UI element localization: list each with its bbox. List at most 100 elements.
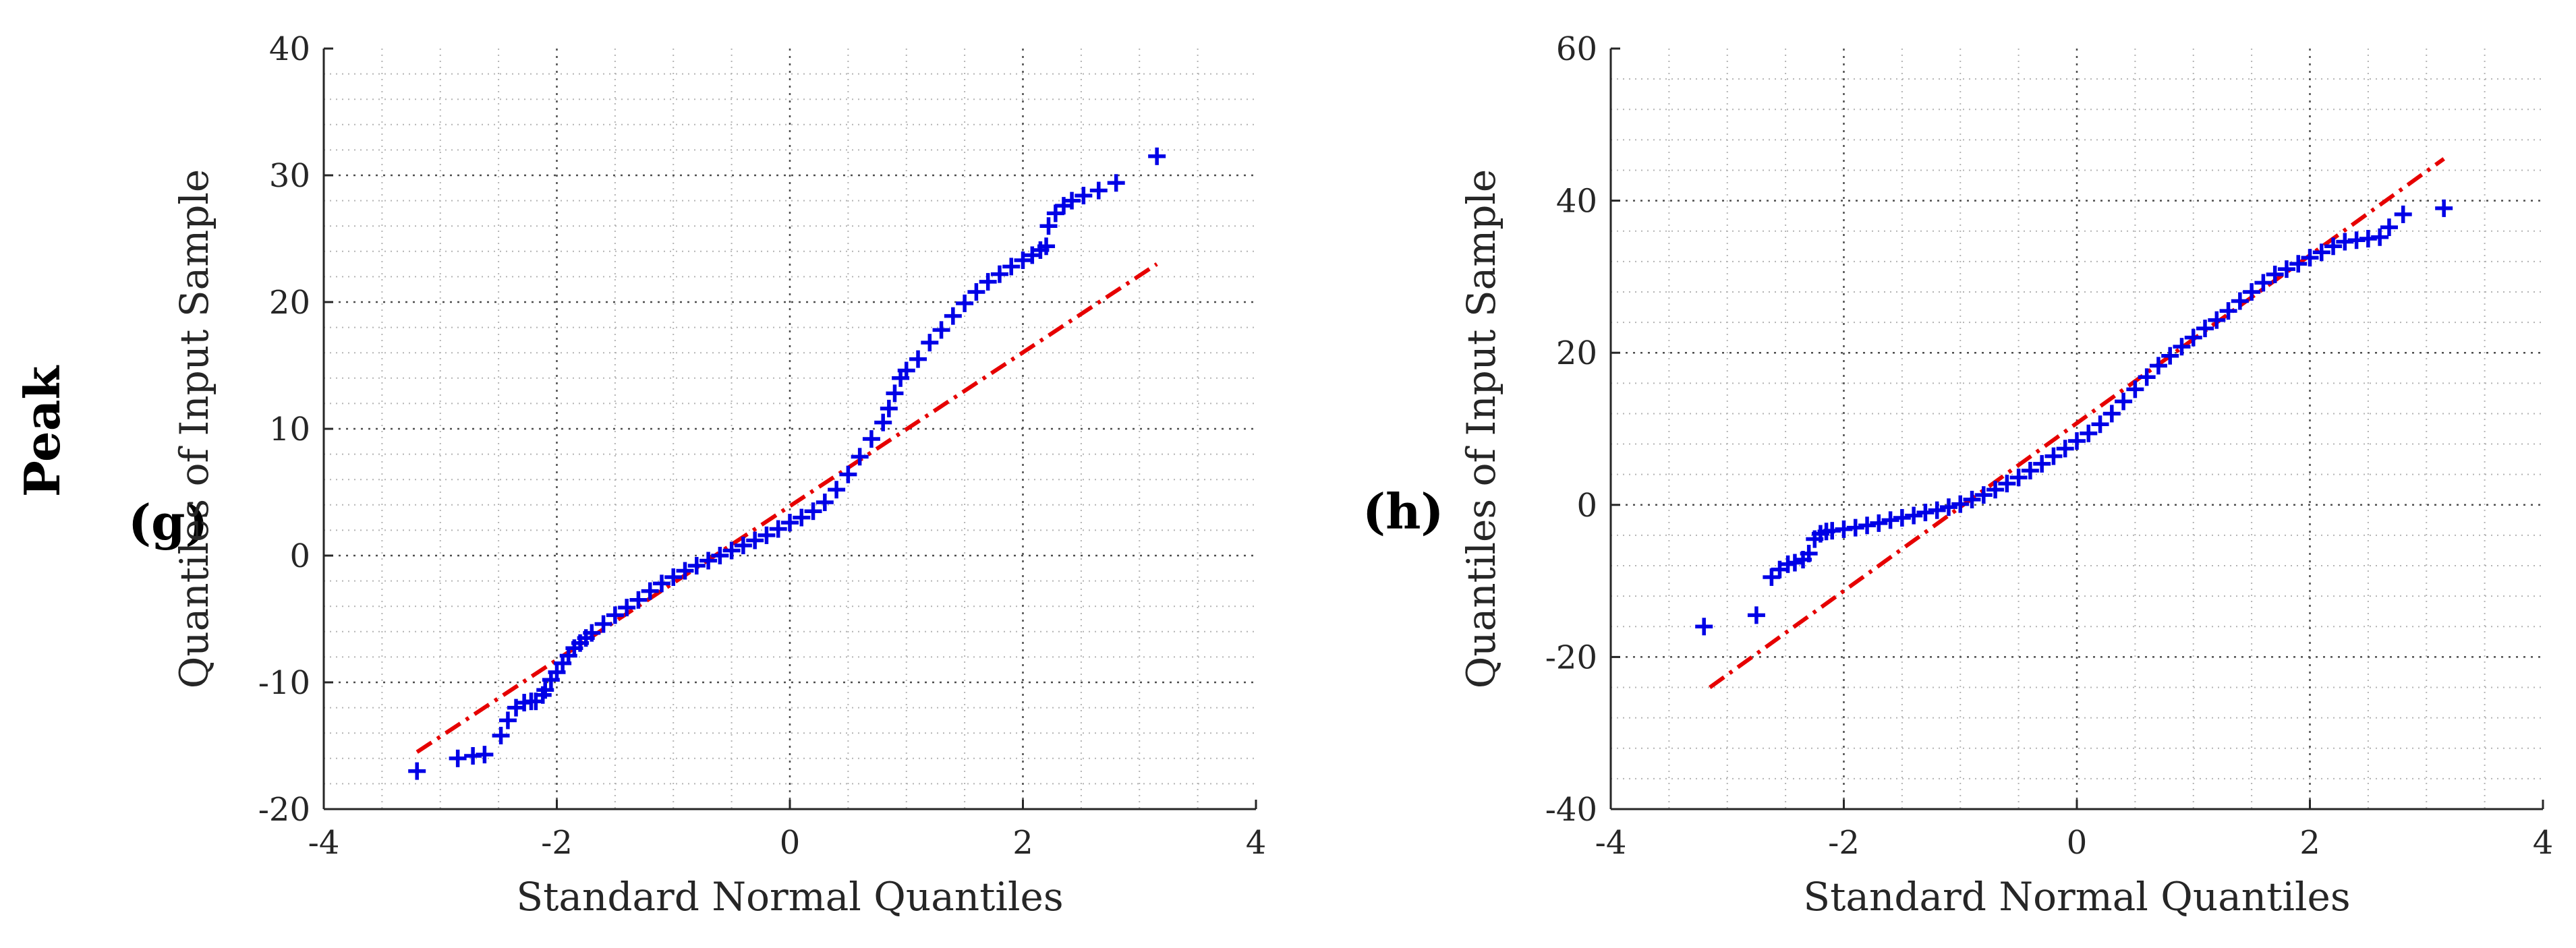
data-point	[921, 334, 939, 352]
data-point	[886, 384, 904, 403]
data-point	[804, 502, 822, 521]
data-point	[2371, 228, 2389, 246]
data-point	[2184, 328, 2202, 347]
y-tick-label: 0	[1576, 487, 1597, 525]
major-grid	[1611, 49, 2543, 809]
y-tick-label: 0	[289, 537, 310, 575]
series-sample-quantiles	[1695, 199, 2453, 636]
data-point	[2435, 199, 2453, 217]
data-point	[449, 749, 467, 767]
data-point	[793, 508, 811, 527]
data-point	[536, 681, 554, 699]
data-point	[618, 599, 636, 617]
x-tick-label: 2	[1012, 824, 1033, 862]
data-point	[492, 726, 510, 744]
data-point	[2380, 218, 2398, 237]
data-point	[2394, 205, 2412, 223]
y-tick-label: 40	[1556, 183, 1597, 220]
data-point	[583, 624, 601, 642]
data-point	[664, 568, 683, 586]
data-point	[2266, 266, 2284, 284]
x-tick-label: 2	[2299, 824, 2320, 862]
data-point	[2289, 255, 2308, 273]
data-point	[606, 606, 624, 624]
data-point	[1800, 544, 1818, 562]
data-point	[2091, 415, 2109, 434]
data-point	[498, 711, 517, 730]
x-tick-label: 0	[2067, 824, 2088, 862]
data-point	[1974, 486, 1993, 504]
data-point	[2068, 432, 2086, 450]
y-tick-label: 60	[1556, 30, 1597, 68]
data-point	[629, 591, 648, 609]
reference-line	[416, 262, 1158, 754]
data-point	[408, 762, 426, 780]
data-point	[1905, 506, 1923, 525]
data-point	[1695, 618, 1713, 636]
reference-line	[1709, 157, 2445, 689]
data-point	[781, 514, 799, 532]
data-point	[2301, 249, 2319, 267]
y-tick-label: 20	[1556, 334, 1597, 372]
data-point	[1998, 475, 2016, 493]
data-point	[851, 448, 869, 466]
data-point	[1037, 237, 1056, 256]
y-tick-label: -40	[1545, 791, 1597, 829]
data-point	[1148, 147, 1166, 165]
data-point	[2009, 469, 2028, 487]
data-point	[932, 321, 950, 339]
data-point	[1858, 516, 1877, 535]
data-point	[2080, 424, 2098, 442]
data-point	[687, 557, 706, 575]
x-tick-label: 0	[780, 824, 801, 862]
data-point	[2044, 447, 2063, 465]
data-point	[2149, 357, 2167, 375]
data-point	[880, 399, 898, 417]
y-axis-label: Quantiles of Input Sample	[1458, 169, 1504, 688]
data-point	[909, 350, 927, 368]
data-point	[944, 307, 962, 325]
data-point	[769, 520, 787, 538]
data-point	[862, 430, 880, 448]
x-tick-label: 4	[2533, 824, 2554, 862]
data-point	[1870, 514, 1888, 532]
data-point	[1002, 258, 1021, 276]
data-point	[1846, 519, 1864, 537]
data-point	[1986, 481, 2005, 499]
data-point	[2231, 292, 2249, 310]
x-tick-label: -2	[1828, 824, 1860, 862]
row-label: Peak	[13, 365, 71, 498]
data-point	[2243, 283, 2261, 301]
data-point	[722, 541, 741, 560]
x-axis-label: Standard Normal Quantiles	[1803, 874, 2350, 920]
data-point	[548, 663, 566, 681]
data-point	[2033, 454, 2051, 473]
data-point	[1785, 554, 1804, 572]
data-point	[1928, 501, 1946, 519]
x-tick-label: -2	[541, 824, 573, 862]
data-point	[1075, 187, 1093, 205]
x-axis-label: Standard Normal Quantiles	[516, 874, 1063, 920]
data-point	[897, 361, 915, 380]
data-point	[1063, 191, 1081, 210]
data-point	[956, 294, 974, 312]
data-point	[2324, 237, 2343, 256]
data-point	[1881, 511, 1899, 529]
data-point	[2254, 274, 2272, 292]
y-tick-label: 40	[269, 30, 310, 68]
data-point	[839, 465, 857, 483]
data-point	[2277, 260, 2295, 278]
data-point	[757, 526, 776, 544]
data-point	[594, 615, 612, 633]
data-point	[1014, 251, 1032, 269]
y-tick-label: -20	[258, 791, 310, 829]
data-point	[815, 494, 834, 512]
data-point	[1893, 508, 1911, 527]
data-point	[2115, 392, 2133, 411]
data-point	[2138, 368, 2156, 386]
data-point	[1951, 495, 1970, 513]
data-point	[2056, 440, 2074, 458]
y-tick-label: -10	[258, 664, 310, 702]
